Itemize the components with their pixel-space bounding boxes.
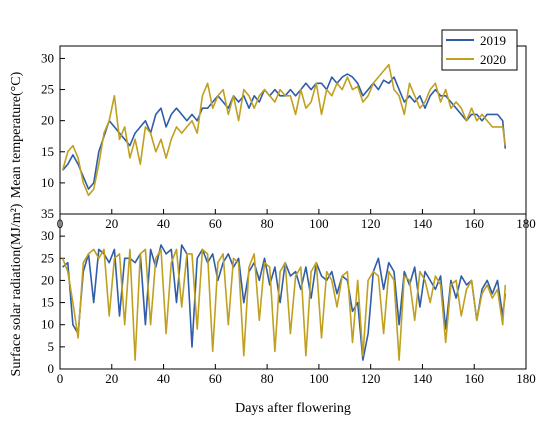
radiation-x-tick-label: 80 [261,371,274,386]
radiation-y-tick-label: 10 [41,317,54,332]
radiation-x-tick-label: 180 [516,371,536,386]
temperature-x-tick-label: 120 [361,216,381,231]
radiation-series [61,244,507,361]
temperature-y-tick-label: 10 [41,175,54,190]
legend-box [441,29,518,71]
temperature-line-2020 [61,63,507,197]
radiation-x-tick-label: 120 [361,371,381,386]
temperature-x-tick-label: 100 [309,216,329,231]
radiation-x-tick-label: 20 [105,371,118,386]
radiation-y-tick-label: 20 [41,272,54,287]
radiation-panel: 0 20 40 60 80 100 120 140 160 180 05101520253035 … [9,203,536,416]
legend-label-2019: 2019 [480,33,506,48]
legend-label-2020: 2020 [480,52,506,67]
temperature-x-tick-label: 40 [157,216,170,231]
temperature-x-tick-label: 80 [261,216,274,231]
radiation-y-ticks: 0 5 10 15 20 25 30 35 [41,206,65,376]
radiation-x-ticks: 0 20 40 60 80 100 120 140 160 180 [57,364,536,386]
radiation-y-tick-label: 30 [41,228,54,243]
radiation-y-axis-title: Surface solar radiation(MJ/m²) [9,203,24,376]
radiation-y-tick-label: 15 [41,295,54,310]
radiation-x-tick-label: 100 [309,371,329,386]
radiation-y-tick-label: 5 [48,339,55,354]
temperature-x-tick-label: 140 [413,216,433,231]
temperature-y-tick-label: 30 [41,50,54,65]
temperature-y-tick-label: 25 [41,82,54,97]
radiation-y-tick-label: 0 [48,361,55,376]
temperature-y-tick-label: 20 [41,113,54,128]
radiation-y-tick-label: 35 [41,206,54,221]
radiation-x-tick-label: 60 [209,371,222,386]
legend: 2019 2020 [441,29,518,71]
temperature-x-tick-label: 160 [464,216,484,231]
radiation-plot-frame [59,213,527,370]
temperature-plot-frame [59,45,527,215]
temperature-x-tick-label: 60 [209,216,222,231]
temperature-y-tick-label: 15 [41,144,54,159]
radiation-x-tick-label: 160 [464,371,484,386]
x-axis-title: Days after flowering [235,401,351,416]
temperature-y-axis-title: Mean temperature(°C) [9,71,24,198]
temperature-line-2019 [61,73,507,190]
radiation-x-tick-label: 40 [157,371,170,386]
temperature-y-ticks: 10 15 20 25 30 [41,50,65,215]
radiation-line-2020 [61,248,507,361]
radiation-x-tick-label: 140 [413,371,433,386]
temperature-series [61,63,507,197]
radiation-x-tick-label: 0 [57,371,64,386]
temperature-x-tick-label: 20 [105,216,118,231]
temperature-x-ticks: 0 20 40 60 80 100 120 140 160 180 [57,209,536,231]
radiation-y-tick-label: 25 [41,250,54,265]
